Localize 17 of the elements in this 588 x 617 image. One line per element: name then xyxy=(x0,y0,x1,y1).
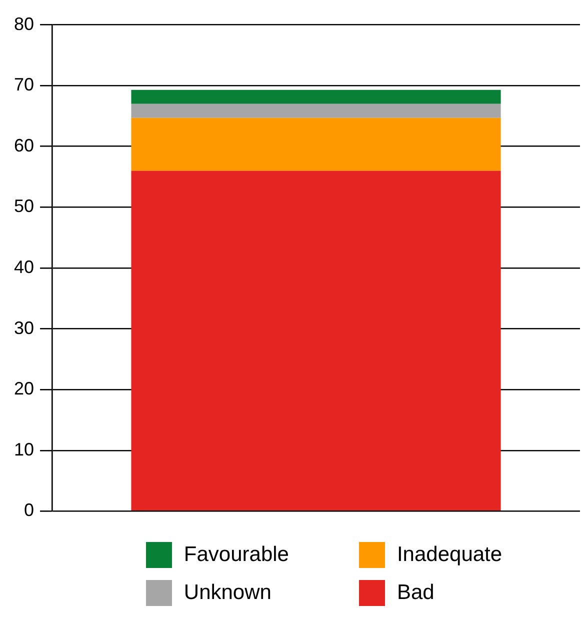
y-tick-label: 70 xyxy=(14,74,34,95)
y-tick-label: 80 xyxy=(14,14,34,34)
legend-label: Bad xyxy=(396,581,434,605)
legend-label: Unknown xyxy=(184,581,272,605)
legend-label: Favourable xyxy=(184,543,289,567)
y-tick-label: 30 xyxy=(14,318,34,338)
bar xyxy=(131,90,501,104)
bar xyxy=(131,170,501,511)
y-tick-label: 50 xyxy=(14,196,34,216)
bar xyxy=(131,104,501,118)
bar xyxy=(131,118,501,171)
y-tick-label: 10 xyxy=(14,439,34,460)
y-tick-label: 0 xyxy=(24,500,34,520)
legend-label: Inadequate xyxy=(396,543,502,567)
y-tick-label: 20 xyxy=(14,378,34,399)
y-tick-label: 60 xyxy=(14,135,34,156)
y-tick-label: 40 xyxy=(14,256,34,277)
